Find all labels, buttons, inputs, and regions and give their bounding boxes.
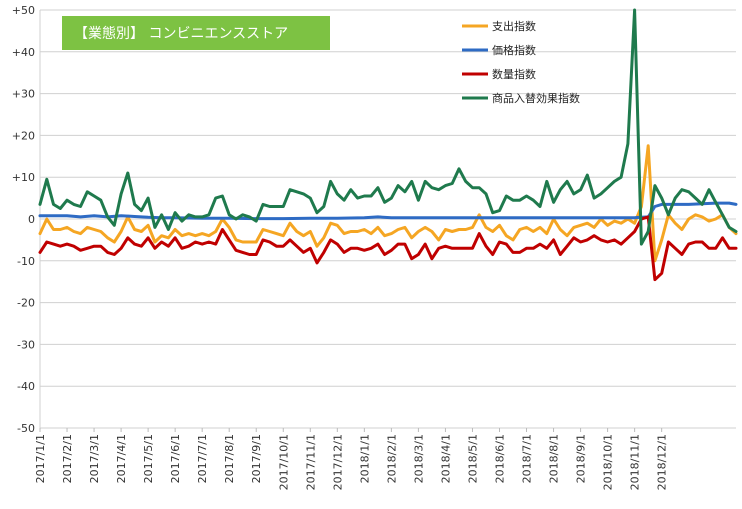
legend-label: 商品入替効果指数 xyxy=(492,91,580,105)
x-tick-label: 2018/12/1 xyxy=(656,434,669,490)
series-line-2 xyxy=(38,215,738,282)
x-tick-label: 2017/1/1 xyxy=(34,434,47,483)
x-tick-label: 2018/8/1 xyxy=(548,434,561,483)
series-line-3 xyxy=(38,8,738,246)
y-tick-label: +20 xyxy=(12,129,35,142)
y-tick-label: -30 xyxy=(17,338,35,351)
x-tick-label: 2017/11/1 xyxy=(304,434,317,490)
x-tick-label: 2017/4/1 xyxy=(115,434,128,483)
x-tick-label: 2018/10/1 xyxy=(602,434,615,490)
x-tick-label: 2017/10/1 xyxy=(277,434,290,490)
y-tick-label: -50 xyxy=(17,422,35,435)
x-tick-label: 2018/4/1 xyxy=(439,434,452,483)
y-tick-label: +50 xyxy=(12,4,35,17)
y-tick-label: +10 xyxy=(12,171,35,184)
x-tick-label: 2018/9/1 xyxy=(575,434,588,483)
x-axis-tick-labels: 2017/1/1 2017/2/1 2017/3/1 2017/4/1 2017/5/1… xyxy=(34,434,669,490)
grid-lines xyxy=(39,9,736,432)
x-tick-label: 2018/5/1 xyxy=(466,434,479,483)
x-tick-label: 2018/7/1 xyxy=(521,434,534,483)
x-tick-label: 2018/6/1 xyxy=(493,434,506,483)
x-tick-label: 2017/3/1 xyxy=(88,434,101,483)
legend-label: 支出指数 xyxy=(492,19,536,33)
legend-label: 数量指数 xyxy=(492,67,536,81)
chart-title-box: 【業態別】 コンビニエンスストア xyxy=(62,16,330,50)
x-tick-label: 2017/12/1 xyxy=(331,434,344,490)
x-tick-label: 2017/7/1 xyxy=(196,434,209,483)
chart-title: 【業態別】 コンビニエンスストア xyxy=(74,26,288,42)
title-background xyxy=(62,16,330,50)
y-tick-label: -10 xyxy=(17,255,35,268)
series-line-0 xyxy=(38,144,738,263)
y-tick-label: +40 xyxy=(12,46,35,59)
x-tick-label: 2017/9/1 xyxy=(250,434,263,483)
x-tick-label: 2018/11/1 xyxy=(629,434,642,490)
x-tick-label: 2018/1/1 xyxy=(358,434,371,483)
x-tick-label: 2017/2/1 xyxy=(61,434,74,483)
x-tick-label: 2017/8/1 xyxy=(223,434,236,483)
y-tick-label: 0 xyxy=(28,213,35,226)
x-tick-label: 2017/5/1 xyxy=(142,434,155,483)
x-tick-label: 2017/6/1 xyxy=(169,434,182,483)
legend-label: 価格指数 xyxy=(492,43,536,57)
x-tick-label: 2018/3/1 xyxy=(412,434,425,483)
series-lines xyxy=(38,8,738,282)
y-tick-label: +30 xyxy=(12,88,35,101)
y-axis-tick-labels: +50 +40 +30 +20 +10 0 -10 -20 -30 -40 -50 xyxy=(12,4,35,435)
x-tick-label: 2018/2/1 xyxy=(385,434,398,483)
y-tick-label: -20 xyxy=(17,297,35,310)
y-tick-label: -40 xyxy=(17,380,35,393)
